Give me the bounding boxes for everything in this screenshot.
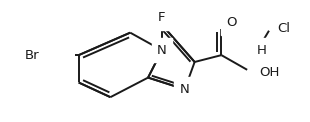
Text: N: N bbox=[157, 44, 167, 57]
Text: Br: Br bbox=[24, 49, 39, 62]
Text: F: F bbox=[158, 11, 166, 24]
Text: O: O bbox=[226, 16, 237, 29]
Text: N: N bbox=[180, 83, 190, 96]
Text: OH: OH bbox=[259, 66, 279, 79]
Text: Cl: Cl bbox=[277, 22, 290, 35]
Text: H: H bbox=[257, 44, 267, 57]
